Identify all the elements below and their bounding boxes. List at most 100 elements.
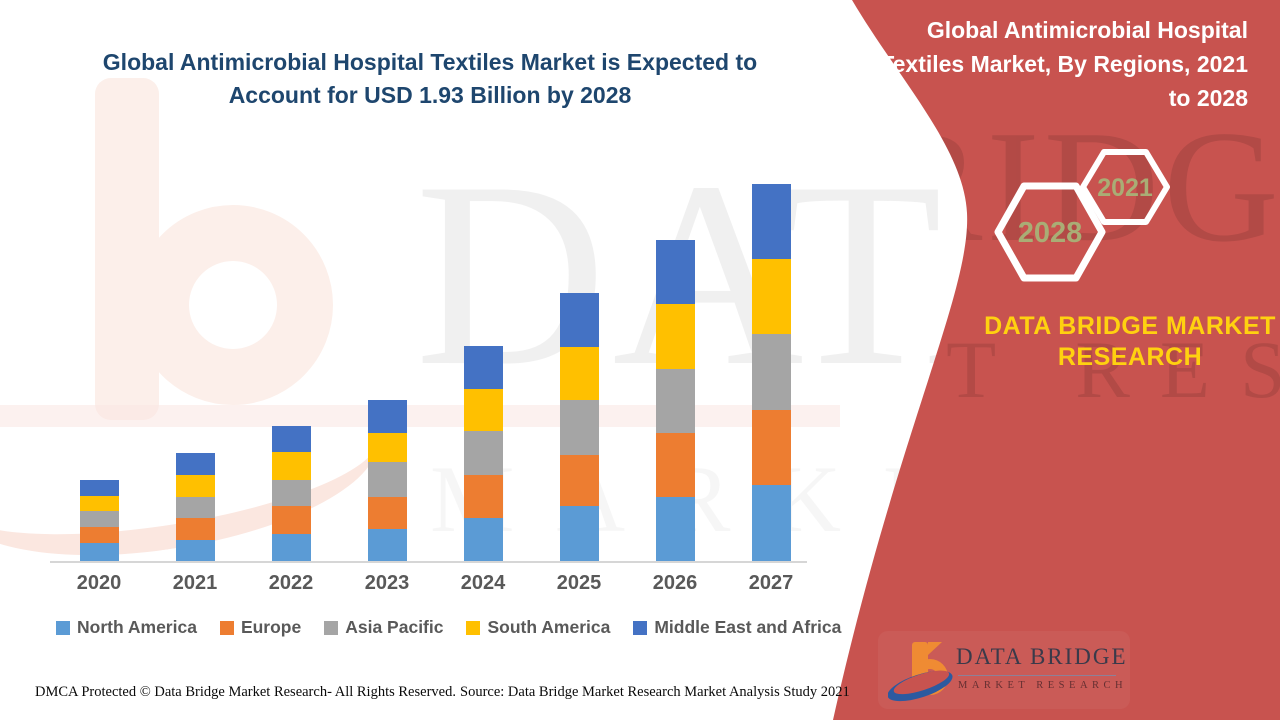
bar-column-2026 (627, 160, 723, 561)
bar-stack-2021 (175, 453, 215, 561)
hexagon-2021 (1080, 149, 1170, 225)
bar-stack-2024 (463, 346, 503, 561)
page-title: Global Antimicrobial Hospital Textiles M… (30, 46, 830, 112)
bar-segment-2025-north-america (559, 506, 599, 561)
bar-segment-2025-middle-east-and-africa (559, 293, 599, 347)
legend-label-asia-pacific: Asia Pacific (345, 617, 444, 637)
bar-segment-2021-north-america (175, 540, 215, 561)
page-title-line2: Account for USD 1.93 Billion by 2028 (228, 82, 632, 108)
bar-segment-2026-europe (655, 433, 695, 497)
watermark-logo-b-stem (95, 78, 159, 420)
bar-segment-2024-south-america (463, 389, 503, 431)
bar-segment-2021-middle-east-and-africa (175, 453, 215, 475)
bar-segment-2020-europe (79, 527, 119, 543)
bar-stack-2025 (559, 293, 599, 561)
bar-segment-2023-middle-east-and-africa (367, 400, 407, 433)
bar-segment-2022-asia-pacific (271, 480, 311, 506)
x-axis-label-2026: 2026 (652, 572, 698, 594)
bar-segment-2027-south-america (751, 259, 791, 334)
bar-segment-2024-europe (463, 475, 503, 518)
red-panel-path (833, 0, 1280, 720)
x-axis-labels: 2020 2021 2022 2023 2024 2025 2026 2027 (51, 572, 819, 598)
legend-marker-north-america (56, 620, 70, 635)
legend-label-europe: Europe (240, 617, 302, 637)
legend-item-north-america: North America (56, 617, 197, 638)
bar-segment-2021-europe (175, 518, 215, 540)
bar-stack-2020 (79, 480, 119, 561)
bar-segment-2025-south-america (559, 347, 599, 400)
legend-item-south-america: South America (466, 617, 610, 638)
brand-name-line1: DATA BRIDGE MARKET (984, 312, 1276, 340)
legend-item-asia-pacific: Asia Pacific (324, 617, 443, 638)
bar-segment-2027-north-america (751, 485, 791, 561)
legend-label-north-america: North America (77, 617, 197, 637)
logo-wordmark: DATA BRIDGE (956, 644, 1128, 669)
footer-source-text: Source: Data Bridge Market Research Mark… (460, 684, 850, 700)
x-axis-label-2020: 2020 (76, 572, 122, 594)
bar-segment-2025-asia-pacific (559, 400, 599, 455)
bar-segment-2021-asia-pacific (175, 497, 215, 518)
footer-dmca-text: DMCA Protected © Data Bridge Market Rese… (35, 684, 456, 700)
bar-segment-2023-europe (367, 497, 407, 529)
bar-segment-2022-europe (271, 506, 311, 534)
bar-segment-2026-north-america (655, 497, 695, 561)
bar-segment-2024-north-america (463, 518, 503, 561)
bar-segment-2020-middle-east-and-africa (79, 480, 119, 496)
bar-segment-2023-asia-pacific (367, 462, 407, 497)
x-axis-label-2022: 2022 (268, 572, 314, 594)
side-panel-title: Global Antimicrobial Hospital Textiles M… (850, 13, 1248, 115)
bar-column-2020 (51, 160, 147, 561)
bar-segment-2025-europe (559, 455, 599, 506)
bar-column-2024 (435, 160, 531, 561)
bar-segment-2027-europe (751, 410, 791, 485)
bar-segment-2022-south-america (271, 452, 311, 480)
side-panel-title-line2: Textiles Market, By Regions, 2021 (880, 51, 1248, 77)
hexagon-group: 2028 2021 (994, 149, 1170, 282)
bar-segment-2024-middle-east-and-africa (463, 346, 503, 389)
bar-segment-2022-north-america (271, 534, 311, 561)
logo-divider (958, 675, 1116, 676)
bar-column-2025 (531, 160, 627, 561)
bar-segment-2023-south-america (367, 433, 407, 462)
hexagon-2028 (994, 182, 1106, 282)
bar-column-2022 (243, 160, 339, 561)
side-panel-title-line1: Global Antimicrobial Hospital (926, 17, 1248, 43)
bar-segment-2027-asia-pacific (751, 334, 791, 410)
x-axis-label-2025: 2025 (556, 572, 602, 594)
hexagon-2028-label: 2028 (1018, 217, 1083, 249)
bar-segment-2020-asia-pacific (79, 511, 119, 527)
bar-segment-2022-middle-east-and-africa (271, 426, 311, 452)
bar-stack-2027 (751, 184, 791, 561)
legend-label-middle-east-and-africa: Middle East and Africa (654, 617, 842, 637)
legend-label-south-america: South America (487, 617, 611, 637)
legend-item-middle-east-and-africa: Middle East and Africa (633, 617, 841, 638)
brand-name-line2: RESEARCH (1057, 343, 1203, 371)
page-title-line1: Global Antimicrobial Hospital Textiles M… (102, 49, 758, 75)
chart-legend: North America Europe Asia Pacific South Ame… (56, 617, 841, 638)
brand-name-text: DATA BRIDGE MARKET RESEARCH (950, 311, 1280, 373)
bar-segment-2020-north-america (79, 543, 119, 561)
bar-segment-2026-south-america (655, 304, 695, 369)
bar-stack-2023 (367, 400, 407, 561)
bar-segment-2023-north-america (367, 529, 407, 561)
logo-tagline: MARKET RESEARCH (958, 680, 1128, 691)
legend-marker-asia-pacific (324, 620, 339, 635)
bar-segment-2024-asia-pacific (463, 431, 503, 475)
x-axis-label-2021: 2021 (172, 572, 218, 594)
bar-segment-2026-asia-pacific (655, 369, 695, 433)
x-axis-label-2027: 2027 (748, 572, 794, 594)
x-axis-label-2024: 2024 (460, 572, 506, 594)
bar-column-2021 (147, 160, 243, 561)
bar-column-2023 (339, 160, 435, 561)
legend-marker-middle-east-and-africa (633, 620, 648, 635)
x-axis-line (50, 561, 807, 563)
bar-segment-2020-south-america (79, 496, 119, 511)
bar-stack-2022 (271, 426, 311, 561)
legend-item-europe: Europe (219, 617, 302, 638)
watermark-band (0, 405, 840, 427)
legend-marker-south-america (466, 620, 481, 635)
company-logo: DATA BRIDGE MARKET RESEARCH (878, 631, 1130, 709)
legend-marker-europe (219, 620, 234, 635)
